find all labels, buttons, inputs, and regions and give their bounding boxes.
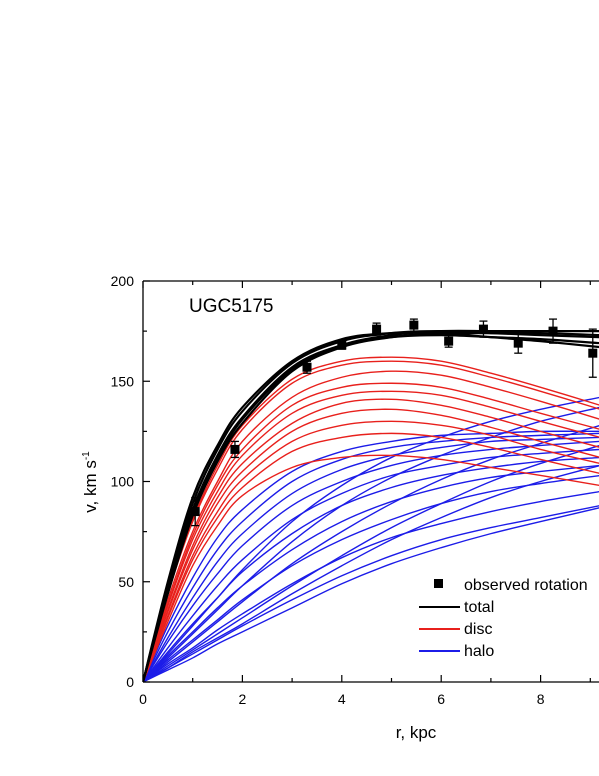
y-tick-label-0: 0	[126, 674, 134, 690]
observed-point-5	[372, 324, 382, 334]
halo-curve-7	[143, 448, 599, 682]
observed-point-1	[190, 507, 200, 517]
disc-curve-1	[143, 408, 599, 682]
observed-point-9	[513, 338, 523, 348]
x-axis-title: r, kpc	[396, 723, 437, 742]
observed-point-2	[230, 444, 240, 454]
y-axis-title-group: v, km s-1	[81, 451, 100, 513]
y-axis-title-main: v, km s	[81, 460, 100, 513]
disc-curve-4	[143, 390, 599, 682]
legend-label-total: total	[464, 599, 494, 616]
halo-curve-11	[143, 430, 599, 682]
disc-curve-9	[143, 382, 599, 682]
observed-point-3	[302, 362, 312, 372]
disc-curve-6	[143, 398, 599, 682]
legend-label-halo: halo	[464, 643, 494, 660]
total-curve-5	[143, 329, 599, 682]
legend-label-disc: disc	[464, 621, 492, 638]
observed-point-4	[337, 340, 347, 350]
halo-curve-8	[143, 440, 599, 682]
halo-curve-9	[143, 436, 599, 682]
y-tick-label-50: 50	[118, 574, 134, 590]
observed-point-10	[548, 326, 558, 336]
halo-curve-1	[143, 507, 599, 682]
x-tick-label-2: 2	[239, 691, 247, 707]
observed-point-6	[409, 320, 419, 330]
legend-label-observed: observed rotation	[464, 577, 588, 594]
disc-curve-7	[143, 420, 599, 682]
halo-curve-6	[143, 456, 599, 682]
observed-point-11	[588, 348, 598, 358]
x-tick-label-8: 8	[537, 691, 545, 707]
y-axis-title-superscript: -1	[81, 451, 92, 460]
halo-curve-16	[143, 465, 599, 682]
halo-curve-13	[143, 425, 599, 682]
halo-curve-4	[143, 474, 599, 682]
observed-point-8	[478, 324, 488, 334]
x-tick-label-0: 0	[139, 691, 147, 707]
halo-curve-15	[143, 396, 599, 682]
halo-curve-5	[143, 464, 599, 682]
halo-curve-10	[143, 432, 599, 682]
halo-curve-2	[143, 505, 599, 682]
legend-marker-observed	[434, 579, 443, 588]
total-curve-4	[143, 331, 599, 682]
tick-group: 0 2 4 6 8 0 50 100 150 200	[111, 273, 591, 707]
disc-curve-3	[143, 370, 599, 682]
panel-label: UGC5175	[189, 296, 274, 317]
curve-group	[143, 329, 599, 682]
observed-points-group	[190, 318, 598, 527]
observed-point-7	[444, 336, 454, 346]
legend: observed rotation total disc halo	[419, 577, 588, 660]
halo-curve-12	[143, 445, 599, 682]
y-tick-label-200: 200	[111, 273, 135, 289]
x-tick-label-6: 6	[437, 691, 445, 707]
disc-curve-10	[143, 432, 599, 682]
y-axis-title: v, km s-1	[81, 451, 100, 513]
y-tick-label-100: 100	[111, 474, 135, 490]
x-tick-label-4: 4	[338, 691, 346, 707]
y-tick-label-150: 150	[111, 373, 135, 389]
disc-curve-2	[143, 454, 599, 682]
